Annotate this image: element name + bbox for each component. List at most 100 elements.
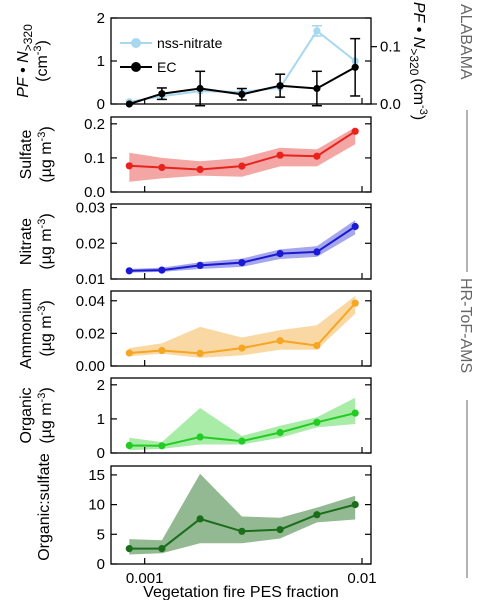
organic-y-label-name: Organic bbox=[18, 387, 35, 443]
label-pf: PF bbox=[15, 76, 32, 98]
label-unit: (cm bbox=[34, 55, 51, 82]
sulfate-data-point bbox=[276, 151, 284, 159]
sulfate-data-point bbox=[158, 163, 166, 172]
ammonium-data-point bbox=[238, 344, 246, 352]
x-axis-title: Vegetation fire PES fraction bbox=[143, 584, 339, 600]
sulfate-y-tick-label: 0.0 bbox=[84, 184, 105, 201]
nitrate-y-tick-label: 0.02 bbox=[76, 235, 105, 252]
organic-sulfate-uncertainty-band bbox=[129, 473, 356, 555]
ammonium-y-label-unit: (µg m-3) bbox=[36, 300, 55, 356]
label-unit-sup: -3 bbox=[36, 219, 48, 229]
nitrate-data-point bbox=[313, 248, 321, 256]
pf-n320-y-tick-label: 2 bbox=[97, 10, 105, 27]
organic-sulfate-data-point bbox=[351, 501, 359, 509]
legend-label: nss-nitrate bbox=[157, 35, 223, 51]
organic-y-tick-label: 1 bbox=[97, 411, 105, 428]
legend-label: EC bbox=[157, 59, 176, 75]
pf-n320-data-point bbox=[313, 84, 321, 93]
pf-n320-right-y-tick-label: 0.0 bbox=[380, 96, 401, 113]
label-unit-sup: -3 bbox=[32, 45, 44, 55]
panel-nitrate: 0.01 0.02 0.03 Nitrate (µg m-3) bbox=[18, 200, 372, 288]
label-unit: (µg m bbox=[38, 402, 55, 443]
organic-y-label-unit: (µg m-3) bbox=[36, 387, 55, 443]
ammonium-data-point bbox=[313, 342, 321, 350]
organic-data-point bbox=[351, 409, 359, 417]
pf-n320-y-label-line1: PF • N>320 bbox=[15, 24, 35, 98]
label-unit-close: ) bbox=[38, 300, 55, 305]
legend-swatch-marker bbox=[131, 38, 141, 48]
organic-data-point bbox=[125, 441, 133, 450]
x-tick-label: 0.01 bbox=[347, 570, 376, 587]
sulfate-y-label-unit: (µg m-3) bbox=[36, 126, 55, 182]
ammonium-data-point bbox=[351, 299, 359, 307]
legend-entry-ec: EC bbox=[120, 59, 176, 75]
nitrate-y-label-unit: (µg m-3) bbox=[36, 213, 55, 269]
right-label-sub: >320 bbox=[407, 48, 421, 75]
pf-n320-data-point bbox=[158, 90, 166, 98]
legend: nss-nitrate EC bbox=[120, 35, 223, 75]
sulfate-data-point bbox=[313, 152, 321, 160]
organic-sulfate-y-tick-label: 0 bbox=[97, 556, 105, 573]
ammonium-y-label-name: Ammonium bbox=[18, 288, 35, 369]
ammonium-data-point bbox=[276, 337, 284, 345]
legend-swatch-marker bbox=[131, 62, 141, 72]
pf-n320-data-point bbox=[351, 63, 359, 71]
sulfate-data-point bbox=[125, 162, 133, 170]
ammonium-y-tick-label: 0.00 bbox=[76, 358, 105, 375]
ammonium-y-tick-label: 0.02 bbox=[76, 325, 105, 342]
sulfate-data-point bbox=[196, 165, 204, 174]
nitrate-data-point bbox=[196, 261, 204, 269]
sulfate-data-point bbox=[351, 127, 359, 135]
ammonium-y-tick-label: 0.04 bbox=[76, 293, 105, 310]
right-label-unit: (cm bbox=[410, 78, 427, 105]
pf-n320-data-point bbox=[313, 27, 321, 35]
panel-ammonium: 0.00 0.02 0.04 Ammonium (µg m-3) bbox=[18, 288, 372, 375]
label-unit-sup: -3 bbox=[36, 132, 48, 142]
side-label-bottom: HR-ToF-AMS bbox=[457, 278, 474, 373]
pf-n320-y-label-unit: (cm-3) bbox=[32, 40, 51, 82]
pf-n320-y-tick-label: 1 bbox=[97, 53, 105, 70]
right-label-pf: PF bbox=[410, 2, 427, 24]
organic-sulfate-y-tick-label: 10 bbox=[88, 497, 105, 514]
organic-data-point bbox=[276, 428, 284, 437]
label-unit-close: ) bbox=[38, 387, 55, 392]
organic-sulfate-y-tick-label: 15 bbox=[88, 467, 105, 484]
right-label-unit-sup: -3 bbox=[417, 105, 429, 115]
side-labels: ALABAMA HR-ToF-AMS bbox=[457, 4, 474, 578]
side-label-top: ALABAMA bbox=[457, 4, 474, 80]
label-unit: (µg m bbox=[38, 228, 55, 269]
ammonium-frame bbox=[110, 290, 372, 367]
nitrate-data-point bbox=[158, 266, 166, 274]
label-bullet: • bbox=[15, 63, 32, 78]
organic-sulfate-data-point bbox=[313, 511, 321, 519]
right-y-axis-label: PF • N>320 (cm-3) bbox=[407, 2, 429, 120]
nitrate-y-tick-label: 0.03 bbox=[76, 200, 105, 217]
organic-frame bbox=[110, 377, 372, 454]
right-label-n: N bbox=[410, 37, 427, 49]
right-label-bullet: • bbox=[410, 22, 427, 37]
nitrate-y-label-name: Nitrate bbox=[18, 218, 35, 265]
organic-data-point bbox=[313, 418, 321, 426]
x-tick-label: 0.001 bbox=[126, 570, 164, 587]
sulfate-data-point bbox=[238, 162, 246, 170]
organic-y-tick-label: 2 bbox=[97, 377, 105, 394]
nitrate-data-point bbox=[276, 250, 284, 258]
pf-n320-data-point bbox=[276, 82, 284, 90]
pf-n320-data-point bbox=[196, 84, 204, 93]
sulfate-y-tick-label: 0.2 bbox=[84, 116, 105, 133]
label-unit: (µg m bbox=[38, 141, 55, 182]
organic-data-point bbox=[196, 433, 204, 441]
organic-y-tick-label: 0 bbox=[97, 445, 105, 462]
organic-sulfate-y-label-name: Organic:sulfate bbox=[36, 453, 53, 561]
organic-sulfate-data-point bbox=[238, 527, 246, 535]
label-unit-sup: -3 bbox=[36, 393, 48, 403]
organic-sulfate-y-tick-label: 5 bbox=[97, 526, 105, 543]
pf-n320-data-point bbox=[238, 90, 246, 98]
sulfate-frame bbox=[110, 116, 372, 193]
ammonium-data-point bbox=[158, 346, 166, 355]
label-unit-close: ) bbox=[38, 126, 55, 131]
sulfate-y-tick-label: 0.1 bbox=[84, 150, 105, 167]
label-unit-sup: -3 bbox=[36, 306, 48, 316]
